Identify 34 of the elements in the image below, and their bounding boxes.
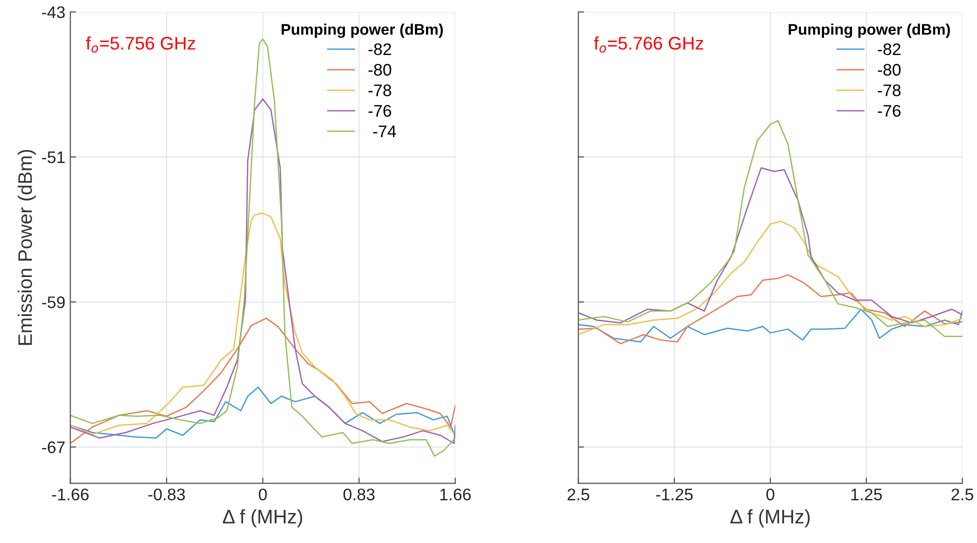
legend-label: -78	[368, 84, 392, 96]
line-series	[70, 98, 456, 444]
x-tick-label: 1.66	[440, 488, 471, 500]
legend-label: -82	[368, 43, 392, 56]
legend-label: -82	[878, 43, 900, 56]
y-tick-label: -51	[42, 152, 65, 164]
line-series	[70, 386, 456, 439]
x-tick-label: 2.5	[952, 488, 974, 500]
legend-label: -80	[368, 64, 392, 76]
annotation: f$_{o}$=5.756 GHz	[86, 36, 196, 53]
y-axis-title: Emission Power (dBm)	[18, 150, 36, 345]
x-axis-title: Δ f (MHz)	[222, 509, 302, 528]
legend-title: Pumping power (dBm)	[788, 24, 950, 38]
x-tick-label: 1.25	[851, 488, 882, 500]
legend-label: -80	[878, 64, 901, 76]
x-tick-label: 2.5	[568, 488, 590, 500]
line-series	[70, 212, 456, 436]
x-tick-label: 0	[258, 488, 267, 500]
legend-label: -74	[373, 126, 396, 138]
x-axis-title: Δ f (MHz)	[730, 509, 810, 528]
x-tick-label: -0.83	[148, 488, 185, 500]
y-tick-label: -67	[42, 441, 65, 454]
y-tick-label: -59	[42, 296, 65, 308]
legend-label: -78	[878, 84, 901, 96]
x-tick-label: -1.25	[656, 488, 693, 500]
x-tick-label: 0	[766, 488, 774, 500]
x-tick-label: -1.66	[52, 488, 89, 500]
y-tick-label: -43	[42, 6, 65, 18]
legend-label: -76	[368, 104, 392, 117]
line-series	[70, 318, 456, 444]
legend-label: -76	[878, 104, 901, 117]
legend-title: Pumping power (dBm)	[282, 24, 443, 38]
x-tick-label: 0.83	[343, 488, 375, 500]
annotation: f$_{o}$=5.766 GHz	[594, 36, 704, 53]
